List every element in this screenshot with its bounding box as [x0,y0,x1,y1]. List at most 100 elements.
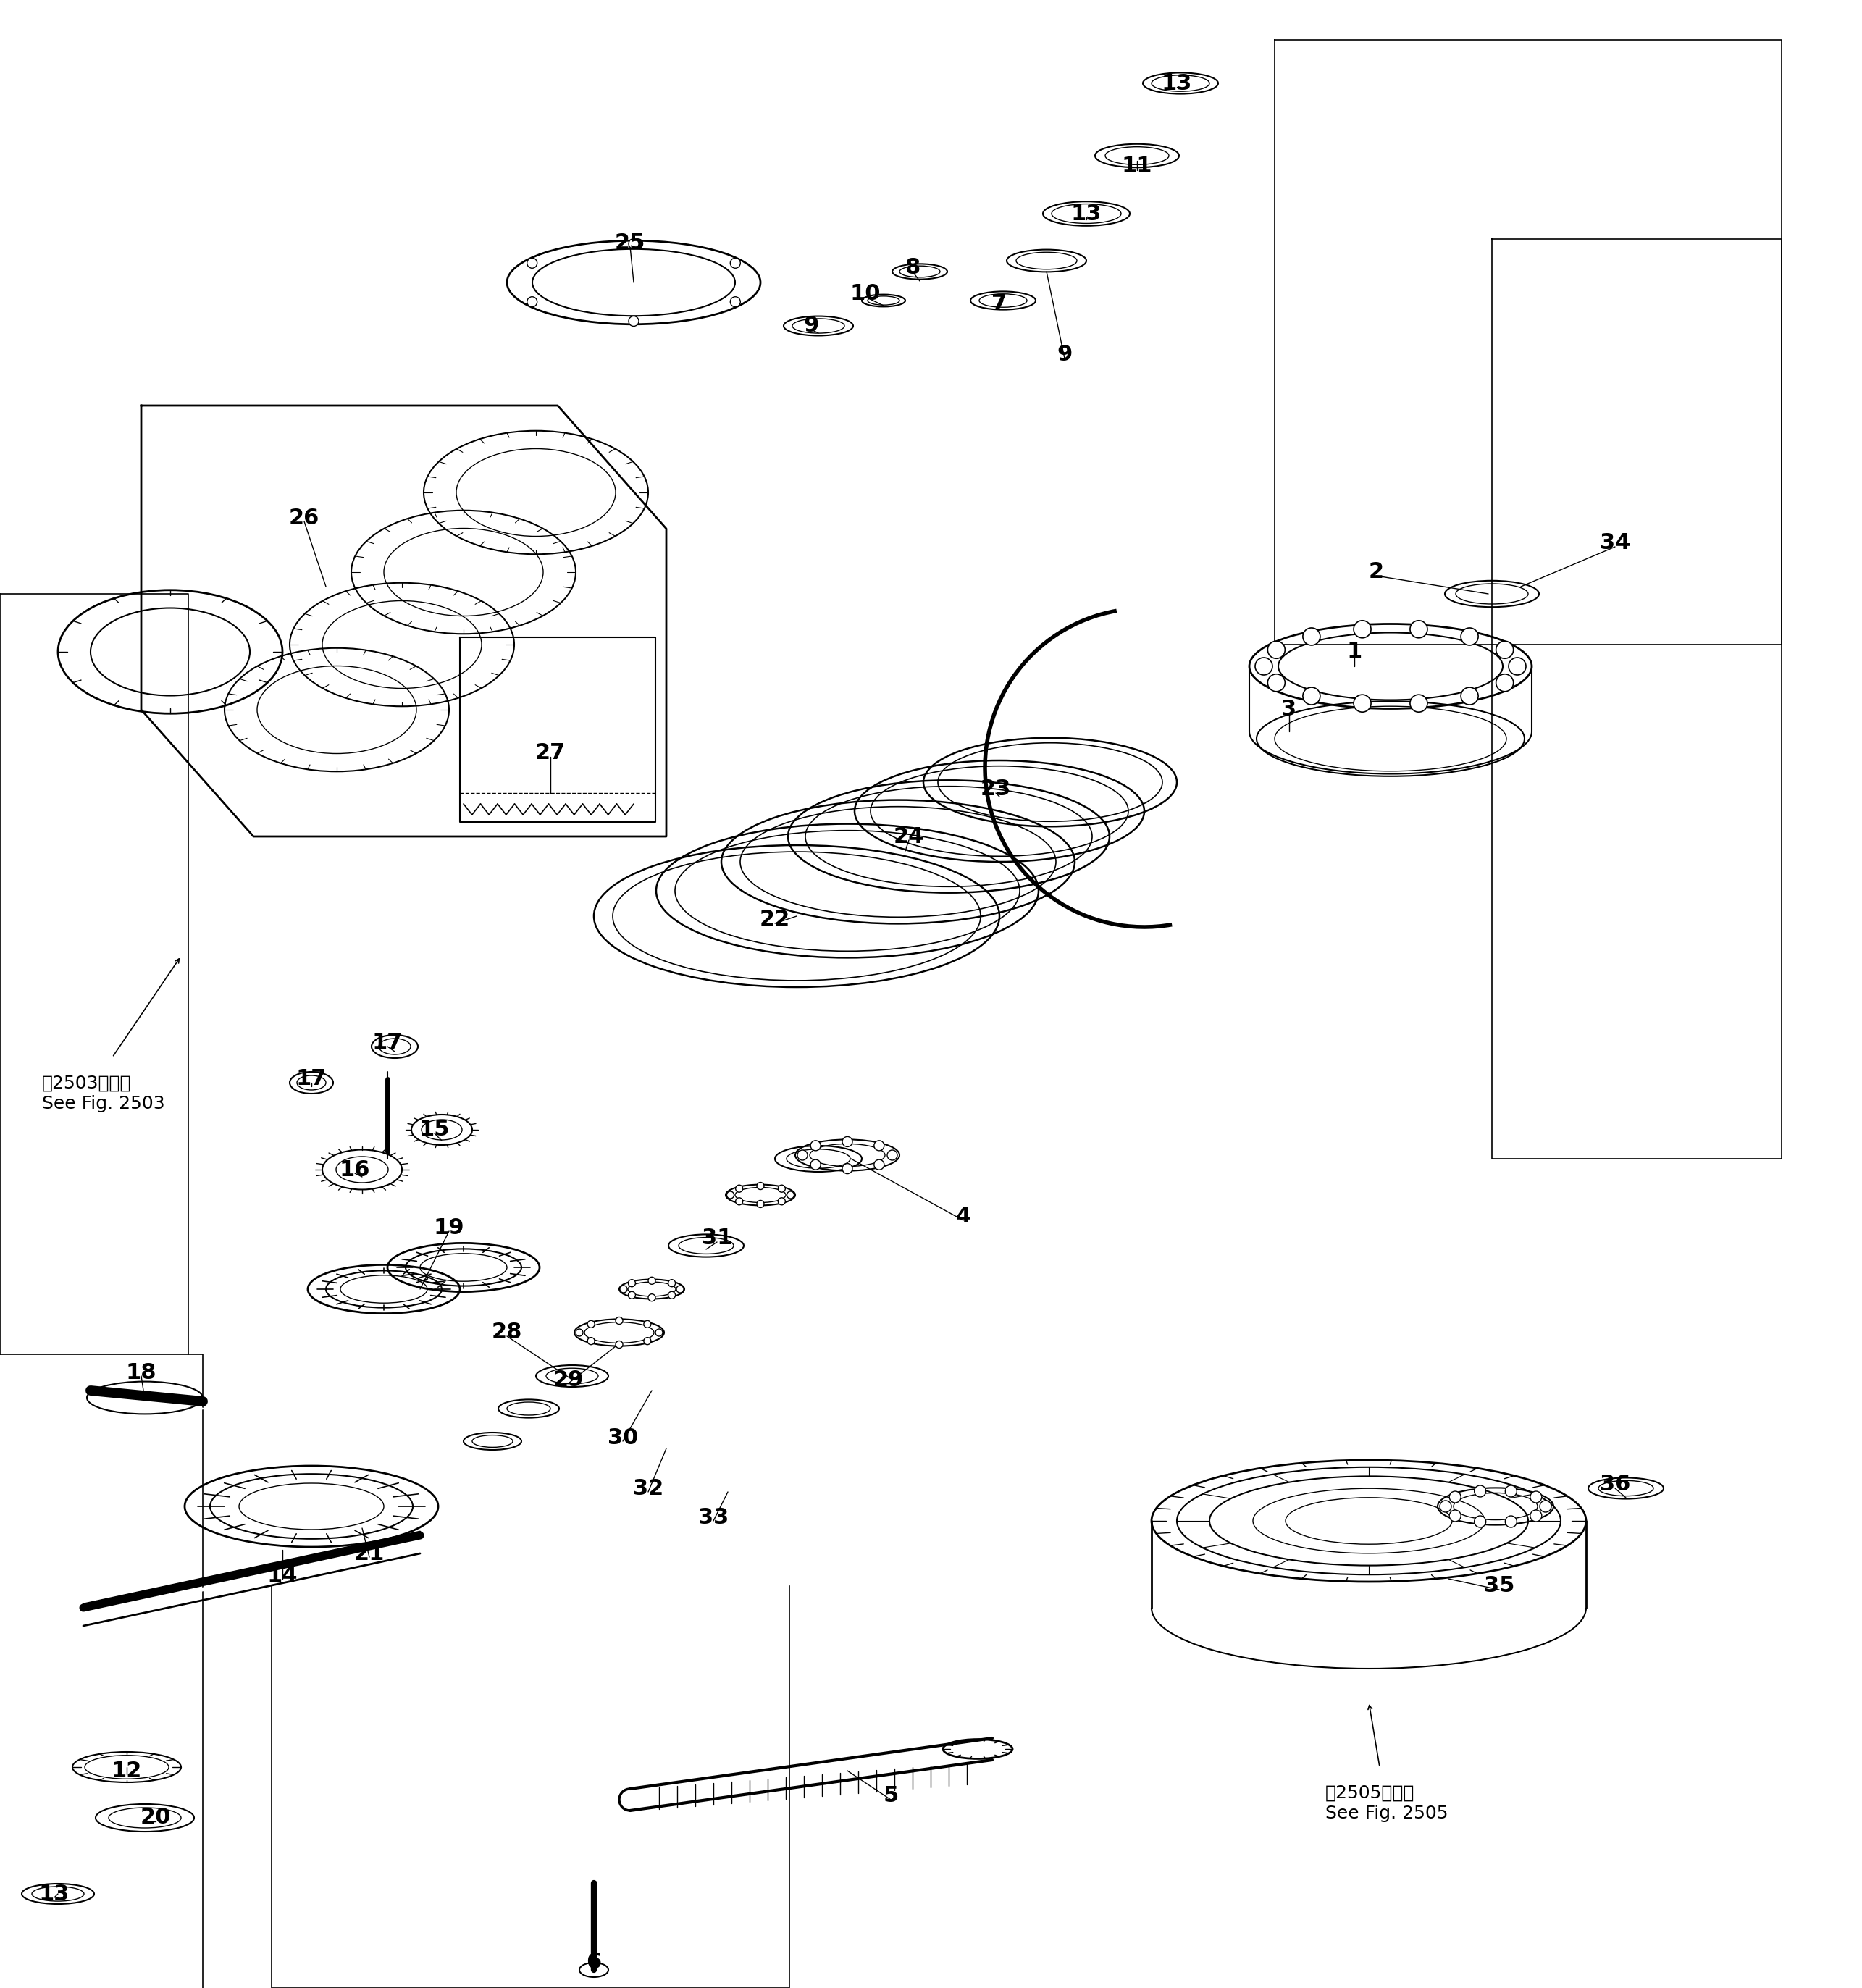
Circle shape [842,1163,853,1173]
Circle shape [788,1191,793,1199]
Text: 12: 12 [112,1759,142,1781]
Circle shape [810,1141,821,1151]
Circle shape [527,258,536,268]
Circle shape [1495,640,1514,658]
Text: 7: 7 [992,294,1007,314]
Circle shape [644,1320,652,1328]
Circle shape [797,1151,808,1161]
Circle shape [1462,628,1478,646]
Text: 22: 22 [760,909,789,930]
Text: 26: 26 [289,507,320,529]
Circle shape [655,1328,663,1336]
Text: 6: 6 [587,1952,601,1974]
Circle shape [735,1185,743,1193]
Text: 32: 32 [633,1477,663,1499]
Text: 17: 17 [372,1032,402,1054]
Circle shape [1303,688,1320,704]
Text: 9: 9 [1058,344,1073,366]
Circle shape [1410,694,1428,712]
Text: 11: 11 [1121,157,1153,177]
Circle shape [1475,1515,1486,1527]
Text: 5: 5 [883,1785,899,1807]
Circle shape [1268,640,1285,658]
Circle shape [778,1197,786,1205]
Circle shape [1410,620,1428,638]
Circle shape [587,1320,594,1328]
Text: 36: 36 [1599,1475,1631,1495]
Circle shape [629,239,639,248]
Circle shape [668,1292,676,1298]
Circle shape [1508,658,1527,676]
Circle shape [648,1294,655,1302]
Circle shape [1504,1485,1518,1497]
Text: 29: 29 [553,1370,585,1390]
Text: 24: 24 [894,825,924,847]
Circle shape [1462,688,1478,704]
Text: 10: 10 [851,282,881,304]
Text: 28: 28 [492,1322,523,1344]
Circle shape [1531,1491,1542,1503]
Circle shape [735,1197,743,1205]
Circle shape [575,1328,583,1336]
Circle shape [1475,1485,1486,1497]
Text: 13: 13 [1071,203,1102,225]
Circle shape [842,1137,853,1147]
Circle shape [1303,628,1320,646]
Circle shape [587,1338,594,1344]
Text: 33: 33 [698,1507,728,1527]
Circle shape [616,1340,624,1348]
Text: 27: 27 [534,744,566,763]
Circle shape [756,1201,763,1207]
Text: 1: 1 [1346,642,1361,662]
Circle shape [644,1338,652,1344]
Circle shape [1449,1491,1462,1503]
Circle shape [620,1286,627,1292]
Text: 13: 13 [1162,74,1192,93]
Circle shape [627,1280,635,1286]
Circle shape [1268,674,1285,692]
Circle shape [778,1185,786,1193]
Circle shape [676,1286,683,1292]
Text: 2: 2 [1369,563,1383,582]
Circle shape [627,1292,635,1298]
Text: 19: 19 [434,1217,464,1239]
Text: 第2505図参照
See Fig. 2505: 第2505図参照 See Fig. 2505 [1326,1785,1449,1823]
Text: 14: 14 [266,1565,298,1586]
Text: 23: 23 [981,779,1011,799]
Circle shape [886,1151,897,1161]
Text: 31: 31 [702,1229,732,1248]
Circle shape [668,1280,676,1286]
Text: 25: 25 [614,233,646,252]
Circle shape [1255,658,1272,676]
Circle shape [1495,674,1514,692]
Text: 4: 4 [955,1207,970,1227]
Circle shape [1504,1515,1518,1527]
Text: 30: 30 [607,1427,639,1447]
Circle shape [527,296,536,306]
Circle shape [1531,1511,1542,1521]
Circle shape [629,316,639,326]
Circle shape [1439,1501,1450,1513]
Text: 9: 9 [803,316,819,336]
Circle shape [756,1183,763,1189]
Text: 18: 18 [127,1362,156,1384]
Text: 3: 3 [1281,700,1296,720]
Circle shape [1354,694,1370,712]
Text: 35: 35 [1484,1576,1514,1596]
Circle shape [1449,1511,1462,1521]
Circle shape [873,1159,884,1169]
Text: 8: 8 [905,258,920,278]
Circle shape [1354,620,1370,638]
Circle shape [1540,1501,1551,1513]
Circle shape [810,1159,821,1169]
Text: 13: 13 [39,1883,69,1905]
Text: 17: 17 [296,1070,326,1089]
Text: 第2503図参照
See Fig. 2503: 第2503図参照 See Fig. 2503 [43,1076,166,1113]
Text: 34: 34 [1599,533,1631,555]
Circle shape [730,296,741,306]
Circle shape [616,1316,624,1324]
Text: 20: 20 [140,1807,171,1829]
Text: 15: 15 [419,1119,451,1141]
Text: 16: 16 [339,1159,371,1181]
Circle shape [726,1191,734,1199]
